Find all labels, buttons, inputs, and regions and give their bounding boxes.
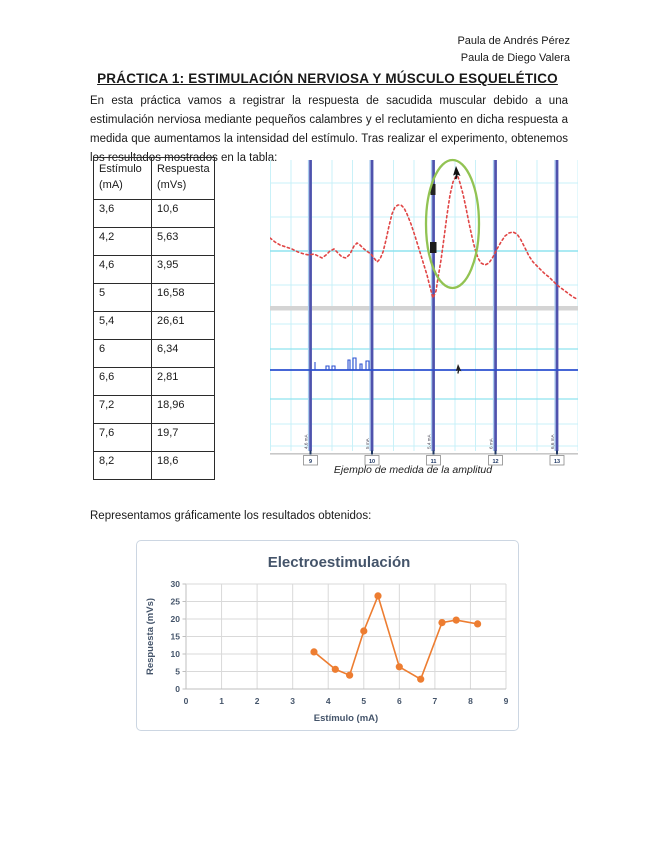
- comment-label: 5,4 mA: [426, 434, 431, 449]
- data-point-marker: [474, 620, 482, 628]
- table-cell: 6,34: [151, 339, 215, 368]
- comment-tag: [364, 455, 380, 466]
- mouse-cursor-icon: [453, 166, 461, 180]
- comment-tag: [549, 455, 565, 466]
- column-header-respuesta: Respuesta (mVs): [151, 157, 215, 200]
- response-series-line: [313, 593, 478, 681]
- comment-tag: [426, 455, 441, 466]
- table-row: 7,2 18,96: [93, 395, 215, 424]
- table-row: 3,6 10,6: [93, 199, 215, 228]
- table-cell: 18,6: [151, 451, 215, 480]
- data-point-marker: [346, 671, 354, 679]
- table-row: 6 6,34: [93, 339, 215, 368]
- data-point-marker: [438, 619, 446, 627]
- table-cell: 7,6: [93, 423, 152, 452]
- svg-text:25: 25: [171, 597, 181, 607]
- svg-text:15: 15: [171, 632, 181, 642]
- author-block: Paula de Andrés Pérez Paula de Diego Val…: [457, 33, 570, 67]
- results-table-head: Estímulo (mA) Respuesta (mVs): [93, 157, 215, 200]
- svg-text:5: 5: [175, 667, 180, 677]
- y-axis-title: Respuesta (mVs): [145, 598, 156, 675]
- svg-text:13: 13: [554, 459, 560, 465]
- svg-text:10: 10: [369, 459, 375, 465]
- comment-tag: [488, 455, 503, 466]
- table-cell: 8,2: [93, 451, 152, 480]
- svg-text:3: 3: [290, 696, 295, 706]
- table-row: 5 16,58: [93, 283, 215, 312]
- amplitude-highlight-ellipse: [424, 158, 481, 290]
- svg-text:5: 5: [361, 696, 366, 706]
- chart-container: 0 5 10 15 20 25 30 0 1 2 3 4 5 6 7 8 9 Electroestimulació…: [136, 540, 519, 731]
- table-row: 6,6 2,81: [93, 367, 215, 396]
- svg-text:11: 11: [431, 459, 437, 465]
- electroestimulacion-chart: 0 5 10 15 20 25 30 0 1 2 3 4 5 6 7 8 9 Electroestimulació…: [145, 554, 509, 724]
- labchart-screenshot: 4,6 mA 9 5 mA 10 5,4 mA 11 6 mA 12 6,6 mA 13: [269, 158, 579, 470]
- results-intro-text: Representamos gráficamente los resultado…: [90, 510, 372, 522]
- mouse-cursor-icon: [455, 364, 462, 374]
- table-cell: 6,6: [93, 367, 152, 396]
- figure-caption: Ejemplo de medida de la amplitud: [333, 464, 493, 476]
- data-point-marker: [452, 616, 460, 624]
- table-cell: 6: [93, 339, 152, 368]
- data-point-marker: [374, 592, 382, 600]
- table-cell: 18,96: [151, 395, 215, 424]
- table-row: 4,6 3,95: [93, 255, 215, 284]
- svg-text:1: 1: [219, 696, 224, 706]
- svg-text:4: 4: [326, 696, 331, 706]
- results-table-body: 3,6 10,6 4,2 5,63 4,6 3,95 5 16,58 5,4 26,61 6 6,34…: [93, 199, 215, 480]
- table-cell: 26,61: [151, 311, 215, 340]
- oscilloscope-traces: 4,6 mA 9 5 mA 10 5,4 mA 11 6 mA 12 6,6 mA 13: [269, 158, 579, 466]
- svg-text:0: 0: [175, 684, 180, 694]
- table-cell: 19,7: [151, 423, 215, 452]
- svg-text:12: 12: [492, 459, 498, 465]
- table-cell: 2,81: [151, 367, 215, 396]
- svg-text:9: 9: [504, 696, 509, 706]
- table-cell: 7,2: [93, 395, 152, 424]
- table-cell: 5: [93, 283, 152, 312]
- x-axis-title: Estímulo (mA): [314, 713, 378, 724]
- table-cell: 10,6: [151, 199, 215, 228]
- table-cell: 5,4: [93, 311, 152, 340]
- chart-title: Electroestimulación: [268, 554, 411, 571]
- svg-text:6: 6: [397, 696, 402, 706]
- comment-label: 6,6 mA: [550, 434, 555, 449]
- table-cell: 3,95: [151, 255, 215, 284]
- data-point-marker: [417, 675, 425, 683]
- table-cell: 3,6: [93, 199, 152, 228]
- svg-text:0: 0: [184, 696, 189, 706]
- svg-text:10: 10: [171, 649, 181, 659]
- muscle-response-trace: [269, 174, 578, 301]
- table-row: 8,2 18,6: [93, 451, 215, 480]
- svg-text:8: 8: [468, 696, 473, 706]
- table-cell: 5,63: [151, 227, 215, 256]
- author-line-1: Paula de Andrés Pérez: [457, 35, 570, 47]
- page-title: PRÁCTICA 1: ESTIMULACIÓN NERVIOSA Y MÚSC…: [97, 71, 558, 86]
- table-row: 5,4 26,61: [93, 311, 215, 340]
- data-point-marker: [331, 665, 339, 673]
- data-point-marker: [310, 648, 318, 656]
- comment-label: 4,6 mA: [303, 434, 308, 449]
- results-table: Estímulo (mA) Respuesta (mVs) 3,6 10,6 4,2…: [93, 157, 215, 480]
- table-row: 4,2 5,63: [93, 227, 215, 256]
- data-point-marker: [360, 627, 368, 635]
- table-row: 7,6 19,7: [93, 423, 215, 452]
- svg-text:30: 30: [171, 579, 181, 589]
- table-cell: 4,6: [93, 255, 152, 284]
- svg-text:20: 20: [171, 614, 181, 624]
- comment-label: 6 mA: [488, 437, 493, 449]
- comment-tag: [303, 455, 318, 466]
- table-cell: 16,58: [151, 283, 215, 312]
- svg-text:7: 7: [433, 696, 438, 706]
- column-header-estimulo: Estímulo (mA): [93, 157, 152, 200]
- comment-label: 5 mA: [365, 437, 370, 449]
- svg-text:9: 9: [309, 459, 312, 465]
- table-cell: 4,2: [93, 227, 152, 256]
- svg-text:2: 2: [255, 696, 260, 706]
- author-line-2: Paula de Diego Valera: [460, 52, 570, 64]
- data-point-marker: [395, 663, 403, 671]
